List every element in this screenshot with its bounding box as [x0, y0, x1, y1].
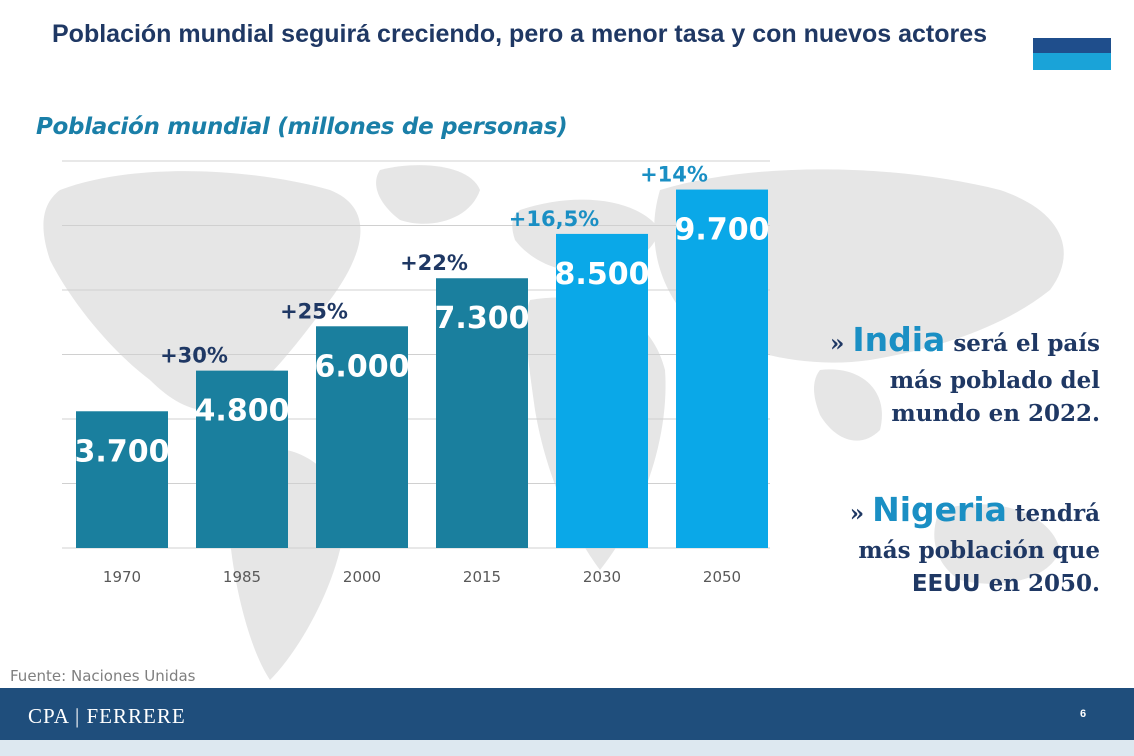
category-label-2030: 2030 [583, 568, 621, 586]
nigeria-note-line2: más población que [858, 536, 1100, 564]
bar-2050 [676, 189, 768, 549]
page-title: Población mundial seguirá creciendo, per… [52, 20, 988, 48]
nigeria-note: » Nigeria tendrá más población que EEUU … [850, 486, 1100, 602]
value-label-1985: 4.800 [195, 394, 290, 429]
category-label-1985: 1985 [223, 568, 261, 586]
chart-subtitle: Población mundial (millones de personas) [36, 114, 568, 140]
india-note: » India será el país más poblado del mun… [830, 316, 1100, 431]
india-note-line1: será el país [945, 330, 1100, 357]
footer-bar [0, 688, 1134, 740]
brand-mark [1033, 38, 1111, 70]
india-note-bullet: » [829, 330, 853, 357]
bar-2030 [556, 233, 648, 548]
growth-label-2015: +22% [400, 251, 468, 275]
nigeria-note-line3: en 2050. [980, 570, 1100, 598]
page-number: 6 [1080, 708, 1087, 720]
india-highlight: India [852, 320, 946, 359]
category-label-2015: 2015 [463, 568, 501, 586]
chart-bars [76, 189, 768, 549]
nigeria-note-bullet: » [849, 500, 873, 527]
category-label-2000: 2000 [343, 568, 381, 586]
growth-label-2050: +14% [640, 163, 708, 187]
growth-label-2000: +25% [280, 299, 348, 323]
brand-mark-bottom [1033, 53, 1111, 70]
value-label-2050: 9.700 [675, 213, 770, 248]
bar-2000 [316, 326, 408, 548]
bar-1985 [196, 370, 288, 548]
bar-2015 [436, 278, 528, 548]
chart-labels: 3.700 1970 4.800 1985 6.000 2000 7.300 2015 8.50… [75, 163, 770, 586]
growth-label-1985: +30% [160, 344, 228, 368]
value-label-2000: 6.000 [315, 349, 410, 384]
india-note-line3: mundo en 2022. [891, 400, 1100, 428]
nigeria-note-line1: tendrá [1006, 500, 1100, 527]
source-note: Fuente: Naciones Unidas [10, 667, 196, 685]
brand-name: CPA | FERRERE [28, 704, 186, 728]
growth-label-2030: +16,5% [509, 207, 599, 231]
bar-1970 [76, 411, 168, 548]
chart-gridlines [62, 160, 770, 549]
category-label-1970: 1970 [103, 568, 141, 586]
nigeria-note-eeuu: EEUU [911, 571, 981, 598]
brand-mark-top [1033, 38, 1111, 53]
value-label-2030: 8.500 [555, 257, 650, 292]
value-label-2015: 7.300 [435, 301, 530, 336]
india-note-line2: más poblado del [889, 366, 1100, 394]
nigeria-highlight: Nigeria [872, 490, 1007, 529]
category-label-2050: 2050 [703, 568, 741, 586]
footer-stripe [0, 740, 1134, 756]
value-label-1970: 3.700 [75, 434, 170, 469]
